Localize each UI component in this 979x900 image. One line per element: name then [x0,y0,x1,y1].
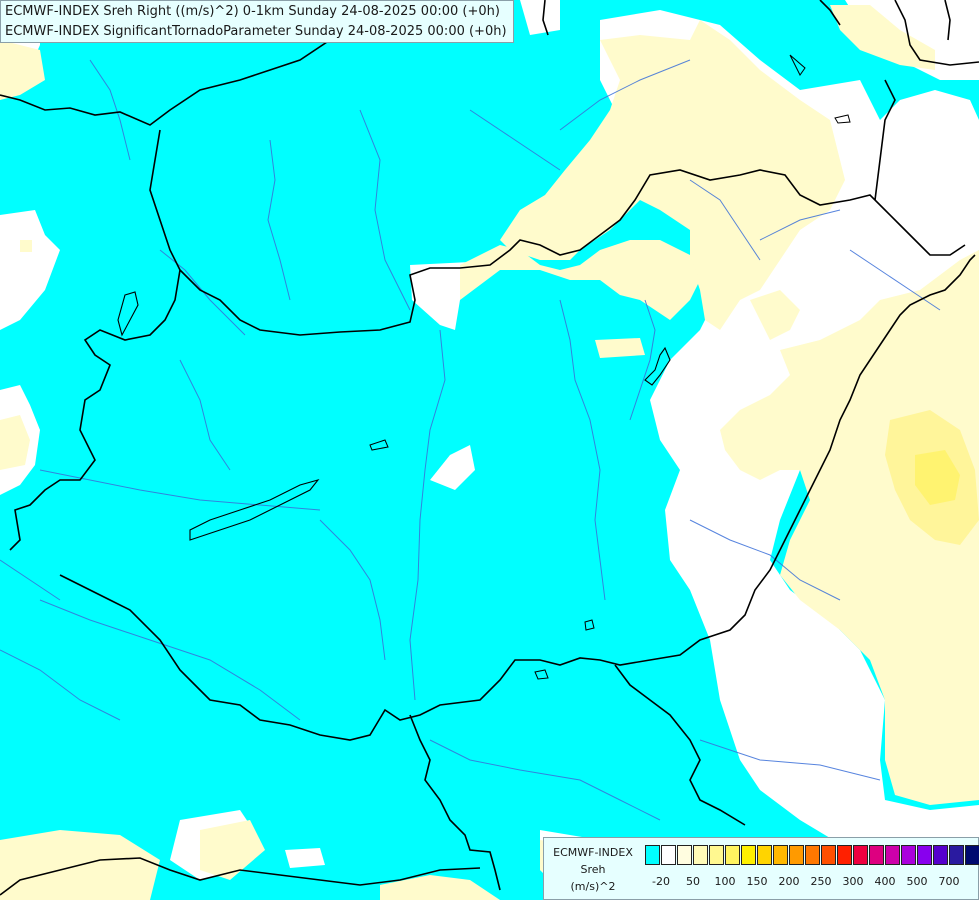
legend-swatch [933,845,948,865]
legend-swatch [869,845,884,865]
legend-swatch [949,845,964,865]
legend-tick-label: 200 [778,875,800,888]
legend-swatch [853,845,868,865]
legend-swatch [885,845,900,865]
legend-model-label: ECMWF-INDEX [553,846,633,859]
map-title-line-1: ECMWF-INDEX Sreh Right ((m/s)^2) 0-1km S… [5,4,500,19]
map-title-line-2: ECMWF-INDEX SignificantTornadoParameter … [5,24,507,39]
legend-tick-label: 150 [746,875,768,888]
legend-tick-label: 700 [938,875,960,888]
legend-tick-label: 50 [686,875,700,888]
legend-variable-label: Sreh [580,863,606,876]
legend-swatch [837,845,852,865]
legend-tick-label: 500 [906,875,928,888]
legend-swatch [805,845,820,865]
legend-tick-label: 300 [842,875,864,888]
legend-tick-label: -20 [652,875,670,888]
legend-swatch [789,845,804,865]
legend-swatch [965,845,979,865]
legend-swatch [693,845,708,865]
legend-swatch [821,845,836,865]
legend-tick-label: 100 [714,875,736,888]
legend-swatch [677,845,692,865]
legend-swatch [757,845,772,865]
legend-unit-label: (m/s)^2 [570,880,616,893]
legend-swatch [725,845,740,865]
legend-swatch [661,845,676,865]
legend-swatch [773,845,788,865]
color-legend: ECMWF-INDEX Sreh (m/s)^2 -20 50 100 150 200 2… [543,837,979,900]
legend-swatch [709,845,724,865]
legend-swatch [741,845,756,865]
legend-swatch [645,845,660,865]
legend-tick-label: 400 [874,875,896,888]
legend-swatch [917,845,932,865]
map-title-box: ECMWF-INDEX Sreh Right ((m/s)^2) 0-1km S… [0,0,514,43]
legend-tick-label: 250 [810,875,832,888]
legend-swatch [901,845,916,865]
